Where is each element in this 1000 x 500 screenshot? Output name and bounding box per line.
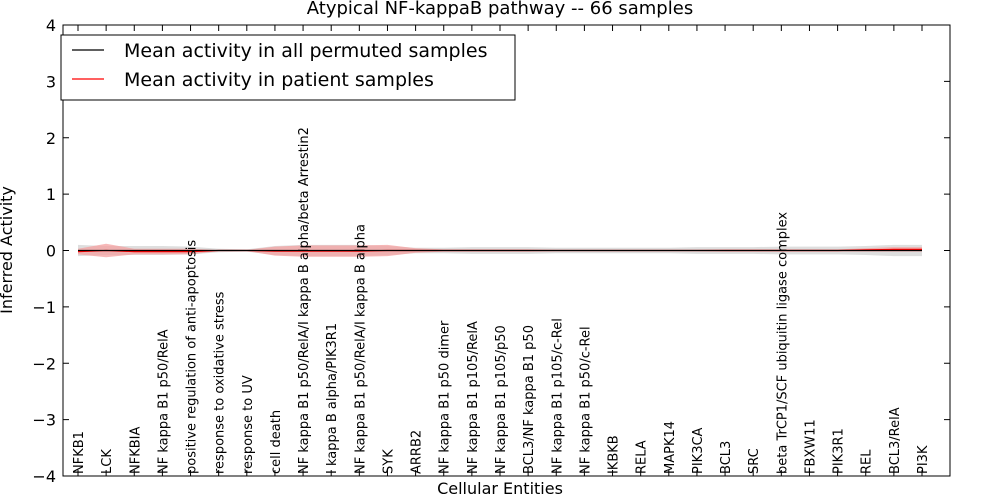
x-tick-label: NF kappa B1 p50 dimer	[438, 320, 453, 474]
y-tick-label: 2	[46, 129, 56, 148]
x-tick-label: cell death	[269, 410, 284, 474]
x-axis: NFKB1 LCK NFKBIA NF kappa B1 p50/RelA positi…	[72, 25, 931, 476]
x-tick-label: ARRB2	[410, 430, 425, 474]
x-tick-label: BCL3	[719, 441, 734, 474]
x-tick-label: I kappa B alpha/PIK3R1	[325, 323, 340, 474]
x-tick-label: REL	[860, 449, 875, 474]
x-tick-label: MAPK14	[663, 421, 678, 474]
x-tick-label: NFKB1	[72, 431, 87, 474]
x-tick-label: NF kappa B1 p105/c-Rel	[550, 318, 565, 474]
x-tick-label: NF kappa B1 p105/p50	[494, 325, 509, 474]
legend-label-permuted: Mean activity in all permuted samples	[124, 40, 487, 62]
x-tick-label: FBXW11	[804, 419, 819, 474]
chart-title: Atypical NF-kappaB pathway -- 66 samples	[307, 0, 693, 19]
y-tick-label: −2	[32, 354, 56, 373]
x-tick-label: PIK3R1	[832, 428, 847, 474]
series-lines	[77, 248, 922, 253]
y-tick-label: −3	[32, 411, 56, 430]
x-tick-label: NFKBIA	[128, 427, 143, 474]
x-tick-label: SRC	[747, 448, 762, 474]
x-axis-label: Cellular Entities	[437, 479, 563, 498]
x-tick-label: SYK	[382, 449, 397, 474]
y-tick-label: −4	[32, 467, 56, 486]
legend-label-patient: Mean activity in patient samples	[124, 69, 434, 91]
x-tick-label: RELA	[635, 440, 650, 474]
y-tick-label: 3	[46, 72, 56, 91]
y-tick-label: 1	[46, 185, 56, 204]
x-tick-label: PIK3CA	[691, 427, 706, 474]
x-tick-label: PI3K	[916, 445, 931, 474]
x-tick-label: NF kappa B1 p105/RelA	[466, 321, 481, 474]
x-tick-label: response to UV	[241, 375, 256, 474]
x-tick-label: NF kappa B1 p50/RelA	[156, 329, 171, 474]
x-tick-label: NF kappa B1 p50/RelA/I kappa B alpha	[353, 224, 368, 474]
x-tick-label: BCL3/NF kappa B1 p50	[522, 325, 537, 474]
x-tick-label: response to oxidative stress	[213, 291, 228, 474]
y-tick-label: −1	[32, 298, 56, 317]
legend-box	[60, 34, 516, 101]
x-tick-label: NF kappa B1 p50/RelA/I kappa B alpha/bet…	[297, 127, 312, 474]
x-tick-label: positive regulation of anti-apoptosis	[185, 240, 200, 474]
legend: Mean activity in all permuted samples Me…	[60, 34, 516, 101]
x-tick-label: IKBKB	[607, 435, 622, 474]
x-tick-label: NF kappa B1 p50/c-Rel	[578, 326, 593, 474]
x-tick-label: LCK	[100, 449, 115, 474]
x-tick-label: beta TrCP1/SCF ubiquitin ligase complex	[775, 212, 790, 474]
y-tick-label: 0	[46, 242, 56, 261]
x-tick-label: BCL3/RelA	[888, 407, 903, 474]
y-axis-label: Inferred Activity	[0, 186, 16, 314]
y-tick-label: 4	[46, 16, 56, 35]
y-axis: −4 −3 −2 −1 0 1 2 3 4	[32, 16, 950, 486]
